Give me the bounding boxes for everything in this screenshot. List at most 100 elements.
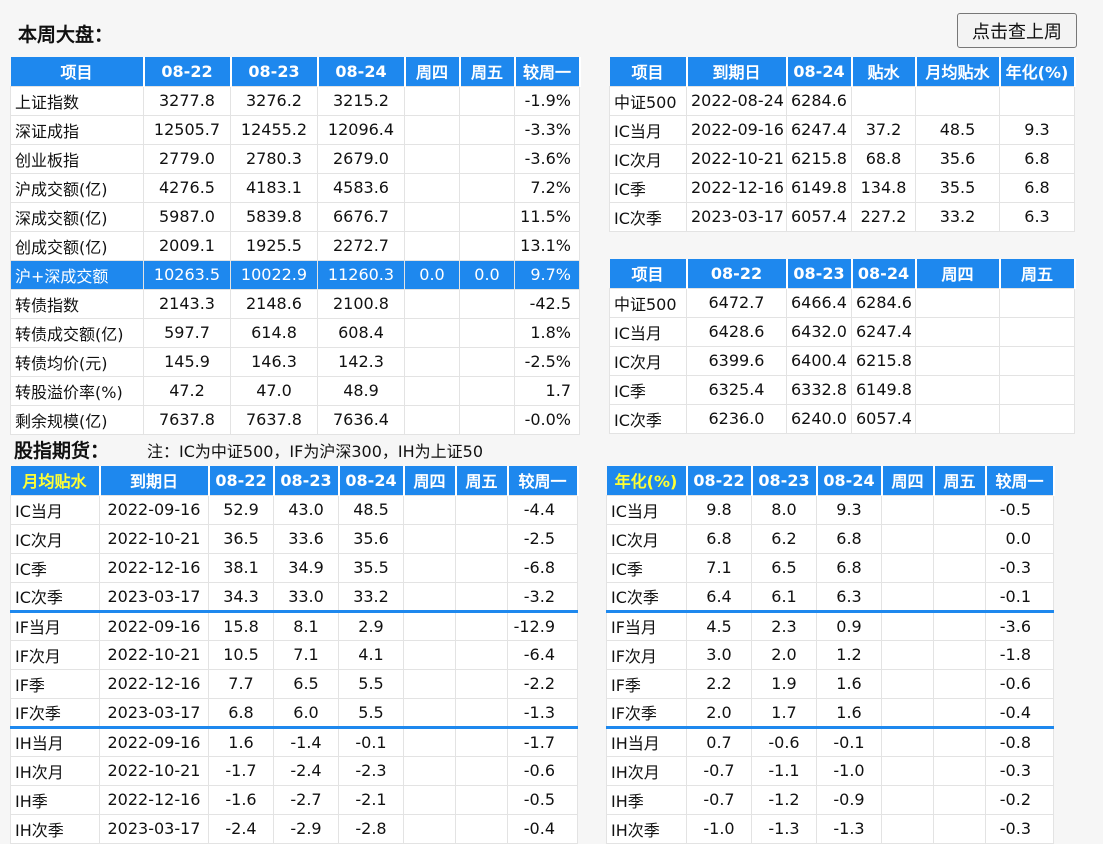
table-cell: 35.6: [338, 523, 404, 554]
table-cell: IH次月: [10, 755, 100, 786]
table-cell: 33.0: [273, 581, 339, 612]
table-row: IH季 -0.7 -1.2 -0.9 -0.2: [606, 784, 1054, 815]
table-cell: [459, 375, 515, 406]
table-cell: -1.8: [985, 639, 1054, 670]
table-cell: IC当月: [609, 316, 687, 347]
table-cell: [459, 85, 515, 116]
table-cell: [403, 609, 456, 641]
table-cell: [404, 143, 460, 174]
column-header: 月均贴水: [915, 57, 1001, 86]
column-header: 贴水: [851, 57, 917, 86]
table-cell: 52.9: [208, 494, 274, 525]
table-cell: 6.8: [686, 523, 752, 554]
table-cell: 3215.2: [317, 85, 405, 116]
previous-week-button[interactable]: 点击查上周: [957, 13, 1077, 48]
table-cell: 2022-09-16: [99, 609, 209, 641]
table-cell: 6.2: [751, 523, 817, 554]
table-cell: [459, 317, 515, 348]
table-cell: 6236.0: [686, 403, 787, 434]
table-cell: 2023-03-17: [686, 201, 787, 232]
table-cell: 4183.1: [230, 172, 318, 203]
table-cell: [881, 697, 934, 728]
table-cell: 5987.0: [143, 201, 231, 232]
table-cell: [915, 287, 1000, 318]
table-cell: -0.6: [507, 755, 578, 786]
table-cell: 15.8: [208, 609, 274, 641]
table-row: IF次季 2023-03-17 6.8 6.0 5.5 -1.3: [10, 697, 578, 728]
table-cell: 2022-12-16: [99, 552, 209, 583]
table-cell: -12.9: [507, 609, 578, 641]
table-cell: 9.3: [999, 114, 1075, 145]
table-cell: -2.7: [273, 784, 339, 815]
table-cell: [915, 316, 1000, 347]
table-cell: [403, 813, 456, 844]
column-header: 周四: [403, 466, 457, 495]
header-row: 月均贴水 到期日 08-22 08-23 08-24 周四 周五 较周一: [10, 466, 579, 495]
table-cell: [933, 697, 986, 728]
table-cell: 9.7%: [514, 259, 580, 290]
table-cell: 上证指数: [10, 85, 144, 116]
table-cell: [403, 755, 456, 786]
table-row: IC次月 2022-10-21 36.5 33.6 35.6 -2.5: [10, 523, 578, 554]
table-cell: -0.5: [985, 494, 1054, 525]
table-cell: 2022-12-16: [99, 668, 209, 699]
table-cell: [404, 375, 460, 406]
table-cell: 5.5: [338, 697, 404, 728]
table-cell: IC季: [606, 552, 687, 583]
table-cell: 创成交额(亿): [10, 230, 144, 261]
table-cell: 1.6: [816, 668, 882, 699]
table-cell: 7.1: [273, 639, 339, 670]
table-cell: 10263.5: [143, 259, 231, 290]
table-row: IH季 2022-12-16 -1.6 -2.7 -2.1 -0.5: [10, 784, 578, 815]
table-cell: IC次季: [606, 581, 687, 612]
table-cell: IC季: [10, 552, 100, 583]
table-cell: IC次季: [10, 581, 100, 612]
table-cell: 48.5: [338, 494, 404, 525]
table-cell: 沪成交额(亿): [10, 172, 144, 203]
monthly-discount-table: 月均贴水 到期日 08-22 08-23 08-24 周四 周五 较周一 IC当月 2022-09…: [10, 466, 579, 844]
table-row: IC季 2022-12-16 6149.8 134.8 35.5 6.8: [609, 172, 1075, 203]
table-cell: -4.4: [507, 494, 578, 525]
table-cell: [933, 552, 986, 583]
table-cell: -6.4: [507, 639, 578, 670]
table-cell: 12096.4: [317, 114, 405, 145]
table-cell: 2.0: [686, 697, 752, 728]
table-cell: [999, 374, 1075, 405]
table-cell: [933, 609, 986, 641]
table-cell: 7.2%: [514, 172, 580, 203]
table-cell: -0.6: [751, 725, 817, 757]
table-cell: 剩余规模(亿): [10, 404, 144, 435]
table-cell: 1.2: [816, 639, 882, 670]
column-header: 08-22: [208, 466, 275, 495]
table-cell: 2022-10-21: [686, 143, 787, 174]
table-cell: [459, 288, 515, 319]
column-header: 周四: [881, 466, 935, 495]
table-cell: 2022-08-24: [686, 85, 787, 116]
table-row: IC当月 2022-09-16 52.9 43.0 48.5 -4.4: [10, 494, 578, 525]
table-cell: 6.3: [999, 201, 1075, 232]
table-cell: 6149.8: [786, 172, 852, 203]
column-header: 08-23: [273, 466, 340, 495]
table-cell: 创业板指: [10, 143, 144, 174]
column-header: 08-24: [816, 466, 883, 495]
table-cell: [404, 404, 460, 435]
table-cell: 2022-09-16: [99, 725, 209, 757]
table-cell: 6215.8: [786, 143, 852, 174]
table-cell: 6.0: [273, 697, 339, 728]
table-cell: -0.1: [338, 725, 404, 757]
table-cell: [933, 784, 986, 815]
table-cell: [881, 725, 934, 757]
table-cell: -2.9: [273, 813, 339, 844]
table-cell: -2.4: [273, 755, 339, 786]
column-header: 08-24: [786, 57, 853, 86]
table-cell: [459, 143, 515, 174]
table-cell: -2.2: [507, 668, 578, 699]
table-row: IC季 6325.4 6332.8 6149.8: [609, 374, 1075, 405]
table-cell: [403, 784, 456, 815]
table-cell: 134.8: [851, 172, 916, 203]
table-row: 剩余规模(亿) 7637.8 7637.8 7636.4 -0.0%: [10, 404, 580, 435]
table-row: IC次季 6.4 6.1 6.3 -0.1: [606, 581, 1054, 612]
table-cell: [881, 523, 934, 554]
table-cell: IC当月: [606, 494, 687, 525]
table-cell: [403, 523, 456, 554]
